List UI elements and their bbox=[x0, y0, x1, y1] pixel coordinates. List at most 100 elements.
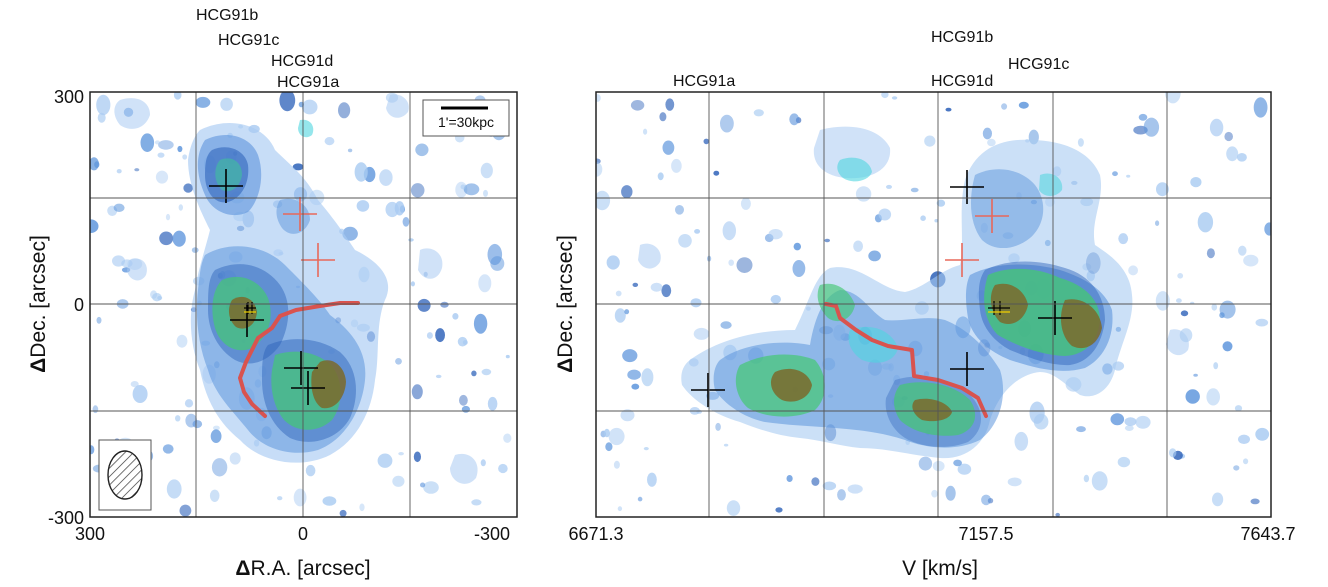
cross-hcg91d bbox=[284, 351, 318, 385]
noise-speckle bbox=[632, 282, 639, 287]
noise-speckle bbox=[657, 172, 664, 181]
noise-speckle bbox=[1001, 103, 1008, 110]
left-x-tick: 0 bbox=[298, 524, 308, 544]
noise-speckle bbox=[478, 274, 492, 293]
noise-speckle bbox=[662, 140, 675, 155]
noise-speckle bbox=[487, 396, 498, 411]
noise-speckle bbox=[1007, 477, 1022, 487]
noise-speckle bbox=[920, 215, 926, 221]
right-x-axis-label: V [km/s] bbox=[902, 557, 978, 580]
noise-speckle bbox=[1206, 248, 1215, 259]
noise-speckle bbox=[789, 113, 800, 126]
noise-speckle bbox=[853, 240, 863, 252]
noise-speckle bbox=[480, 459, 486, 467]
noise-speckle bbox=[162, 444, 174, 454]
noise-speckle bbox=[1033, 413, 1049, 430]
noise-speckle bbox=[1211, 303, 1218, 311]
noise-speckle bbox=[1234, 405, 1243, 412]
cross-hcg91c bbox=[291, 371, 325, 405]
noise-speckle bbox=[90, 157, 99, 171]
noise-speckle bbox=[1124, 417, 1137, 426]
noise-speckle bbox=[1076, 426, 1086, 433]
noise-speckle bbox=[395, 358, 402, 365]
noise-speckle bbox=[359, 503, 365, 512]
noise-speckle bbox=[490, 256, 505, 271]
noise-speckle bbox=[982, 127, 993, 140]
noise-speckle bbox=[435, 374, 442, 379]
noise-speckle bbox=[934, 219, 939, 223]
noise-speckle bbox=[596, 190, 611, 211]
noise-speckle bbox=[1155, 291, 1170, 311]
noise-speckle bbox=[209, 489, 220, 502]
noise-speckle bbox=[463, 183, 480, 196]
left-panel: 1'=30kpc 300 0 -300 300 0 -300 ΔR.A. [ar… bbox=[27, 7, 518, 580]
noise-speckle bbox=[793, 242, 801, 251]
noise-speckle bbox=[720, 321, 732, 329]
noise-speckle bbox=[728, 259, 734, 266]
noise-speckle bbox=[157, 152, 165, 158]
noise-speckle bbox=[608, 427, 625, 446]
noise-speckle bbox=[113, 203, 125, 212]
noise-speckle bbox=[1112, 171, 1118, 177]
noise-speckle bbox=[1155, 220, 1160, 226]
left-y-axis-label: ΔDec. [arcsec] bbox=[27, 235, 50, 373]
right-contour-map bbox=[596, 92, 1271, 517]
noise-speckle bbox=[641, 368, 654, 387]
noise-speckle bbox=[154, 140, 161, 145]
noise-speckle bbox=[1222, 341, 1233, 352]
noise-speckle bbox=[726, 500, 741, 516]
noise-speckle bbox=[347, 148, 353, 153]
noise-speckle bbox=[505, 354, 510, 359]
noise-speckle bbox=[408, 238, 414, 242]
noise-speckle bbox=[603, 428, 610, 438]
right-crosses bbox=[691, 170, 1072, 407]
noise-speckle bbox=[1224, 131, 1233, 142]
noise-speckle bbox=[1243, 458, 1249, 465]
noise-speckle bbox=[471, 370, 477, 377]
noise-speckle bbox=[924, 135, 936, 147]
noise-speckle bbox=[945, 485, 956, 501]
noise-speckle bbox=[410, 281, 415, 287]
left-x-ticks: 300 0 -300 bbox=[75, 524, 510, 544]
noise-speckle bbox=[596, 94, 601, 102]
right-x-ticks: 6671.3 7157.5 7643.7 bbox=[568, 524, 1295, 544]
noise-speckle bbox=[1213, 362, 1219, 370]
noise-speckle bbox=[740, 197, 751, 210]
noise-speckle bbox=[354, 162, 368, 182]
noise-speckle bbox=[1128, 265, 1138, 276]
noise-speckle bbox=[1212, 492, 1224, 507]
noise-speckle bbox=[1014, 431, 1029, 451]
noise-speckle bbox=[713, 170, 720, 176]
label-hcg91d: HCG91d bbox=[931, 73, 993, 90]
noise-speckle bbox=[715, 422, 721, 431]
noise-speckle bbox=[1226, 146, 1239, 162]
noise-speckle bbox=[229, 452, 241, 465]
noise-speckle bbox=[786, 475, 793, 482]
noise-speckle bbox=[279, 92, 296, 112]
noise-speckle bbox=[140, 133, 155, 152]
noise-speckle bbox=[423, 481, 439, 494]
left-galaxy-labels: HCG91b HCG91c HCG91d HCG91a bbox=[196, 7, 339, 91]
noise-speckle bbox=[377, 453, 393, 468]
left-ridge-line bbox=[238, 301, 360, 418]
noise-speckle bbox=[173, 92, 182, 100]
noise-speckle bbox=[775, 507, 783, 513]
noise-speckle bbox=[92, 405, 99, 414]
noise-speckle bbox=[678, 234, 692, 248]
noise-speckle bbox=[1055, 512, 1060, 517]
noise-speckle bbox=[630, 100, 645, 111]
noise-speckle bbox=[411, 384, 423, 400]
noise-speckle bbox=[659, 112, 667, 122]
scale-bar-label: 1'=30kpc bbox=[438, 114, 494, 130]
noise-speckle bbox=[1264, 222, 1271, 236]
noise-speckle bbox=[881, 92, 889, 99]
noise-speckle bbox=[356, 200, 370, 212]
noise-speckle bbox=[398, 452, 404, 456]
noise-speckle bbox=[720, 114, 734, 133]
noise-speckle bbox=[460, 184, 466, 190]
noise-speckle bbox=[155, 170, 169, 184]
noise-speckle bbox=[1118, 233, 1129, 245]
left-grid bbox=[90, 92, 517, 517]
noise-speckle bbox=[413, 451, 421, 463]
noise-speckle bbox=[932, 460, 945, 472]
